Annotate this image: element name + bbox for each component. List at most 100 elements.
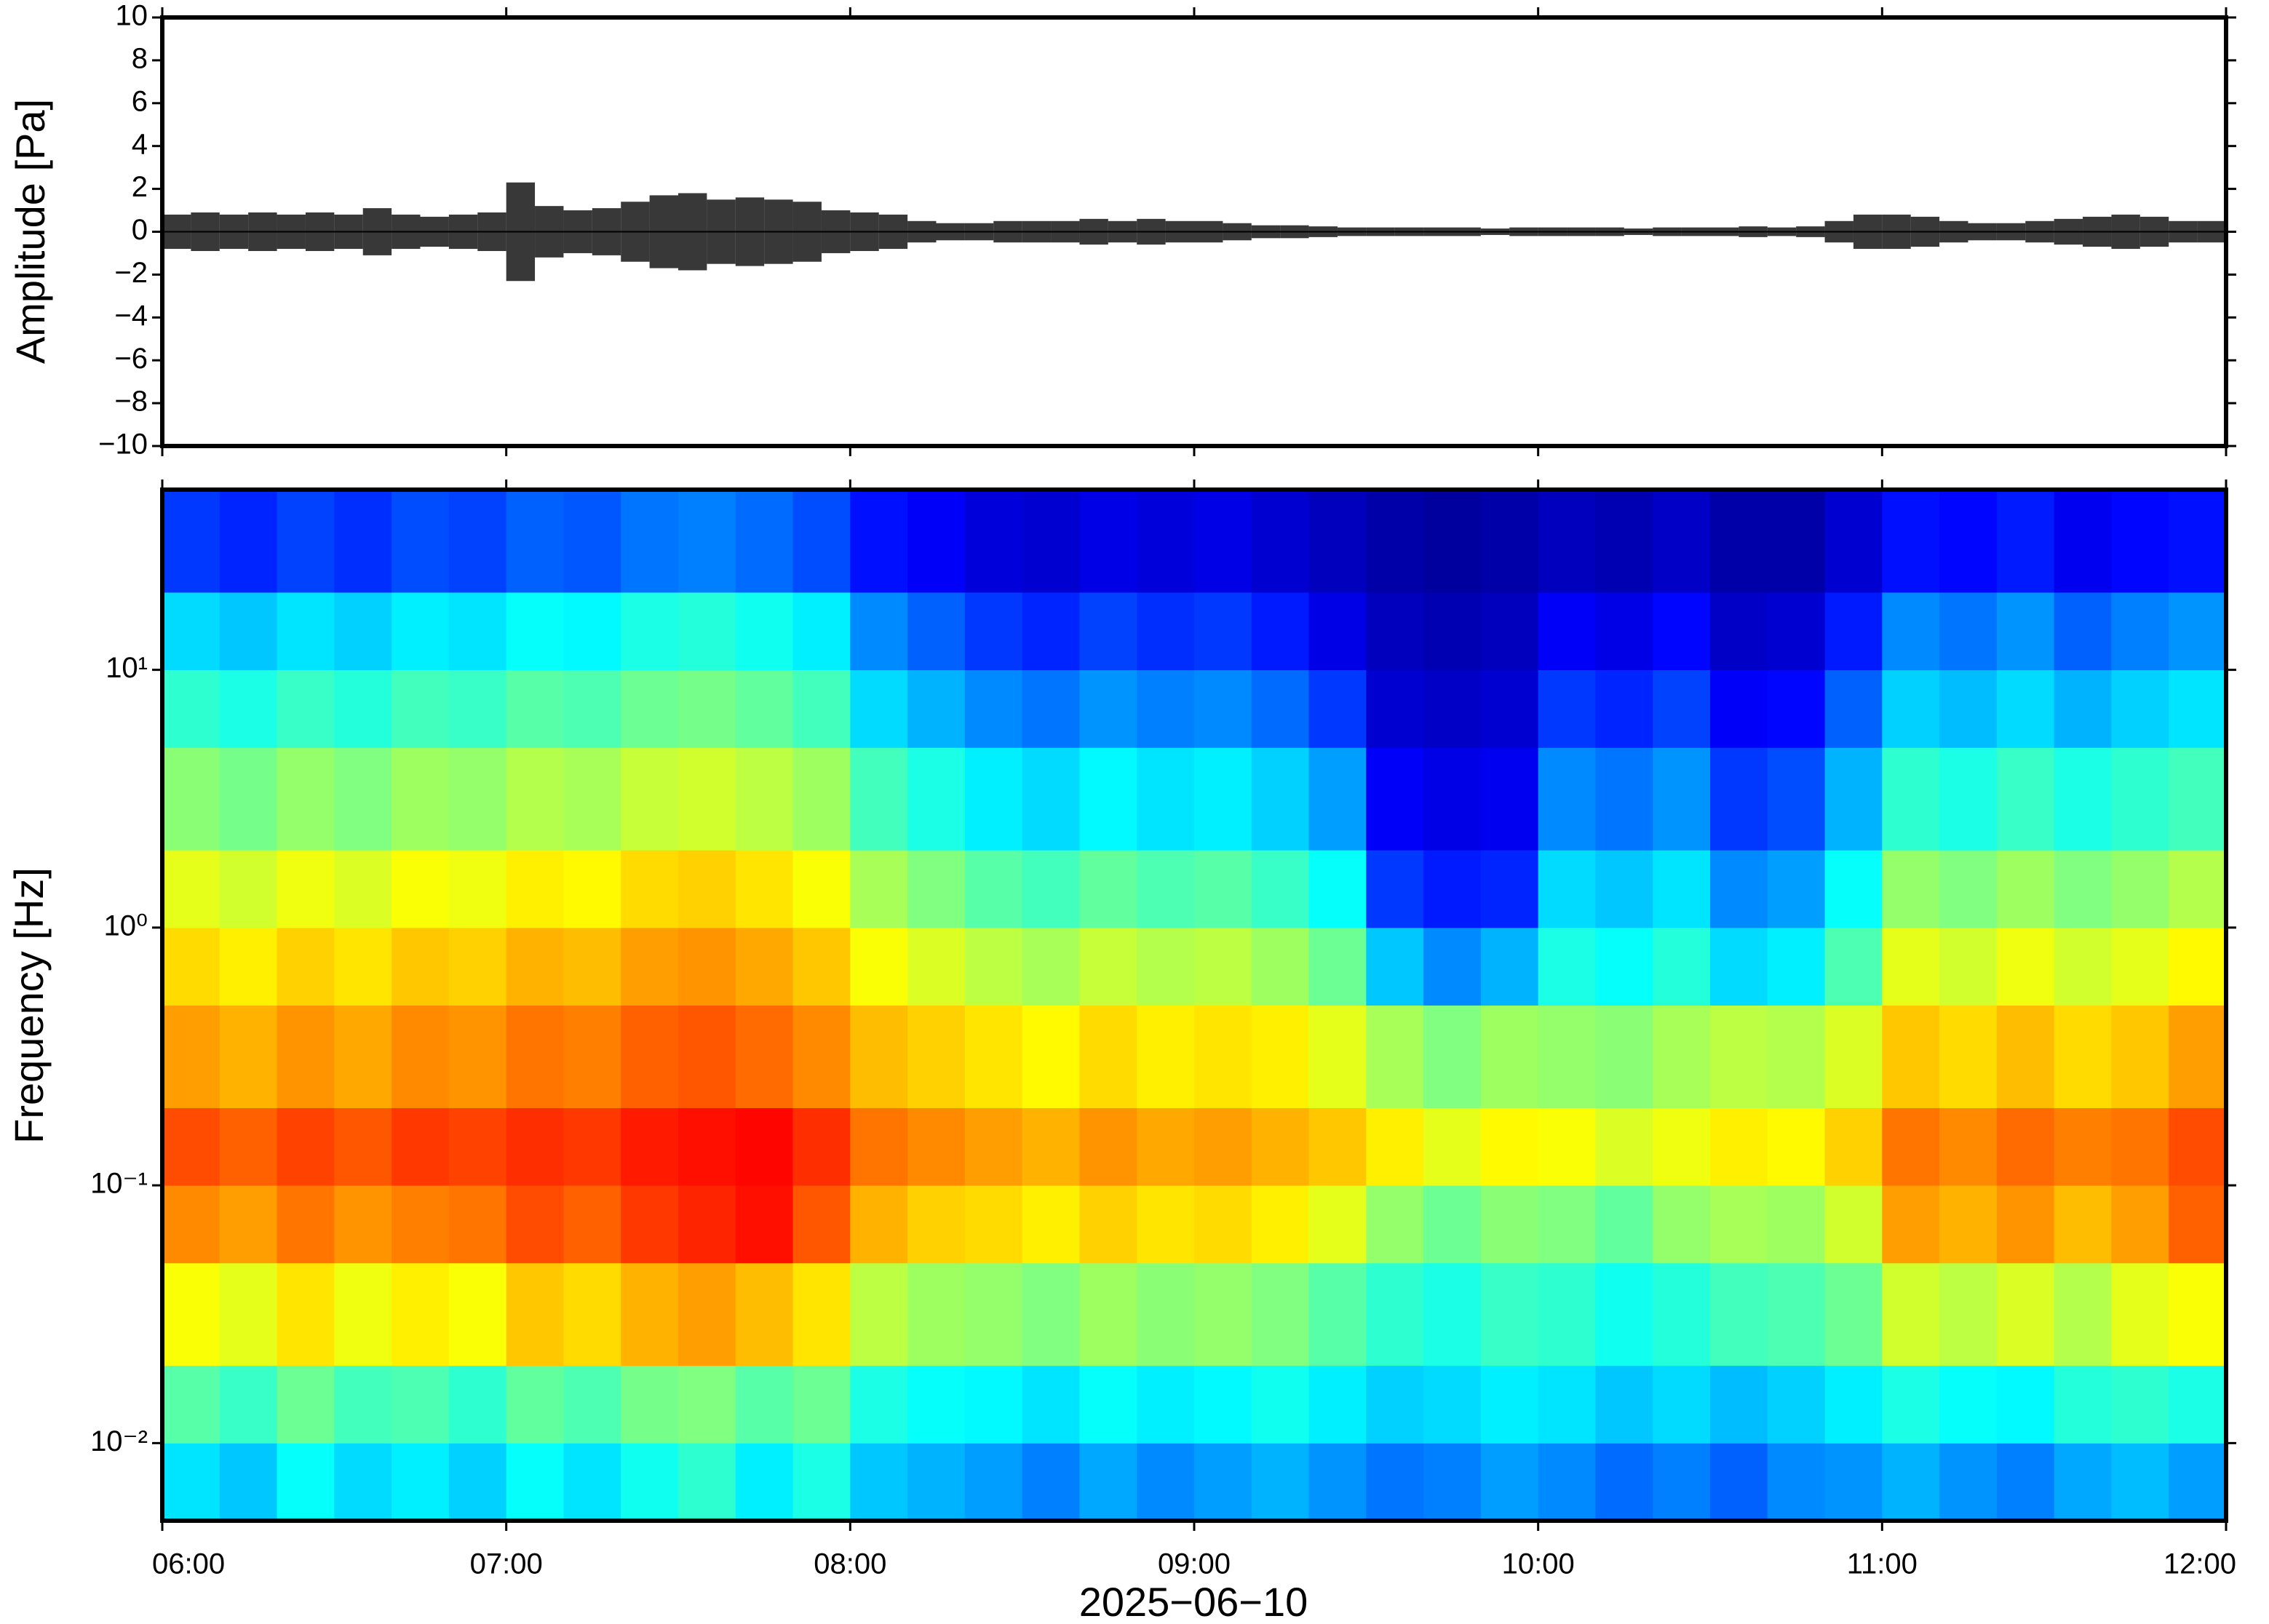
spectrogram-cell — [850, 669, 908, 748]
spectrogram-cell — [1939, 1443, 1998, 1521]
spectrogram-cell — [850, 490, 908, 593]
spectrogram-cell — [1538, 669, 1596, 748]
y-tick-label: −6 — [114, 343, 148, 375]
spectrogram-cell — [162, 927, 220, 1006]
spectrogram-cell — [1251, 1365, 1310, 1444]
spectrogram-cell — [1710, 850, 1768, 928]
spectrogram-cell — [621, 1365, 679, 1444]
spectrogram-cell — [1882, 850, 1940, 928]
amplitude-envelope — [277, 214, 306, 250]
spectrogram-cell — [678, 1262, 736, 1366]
spectrogram-cell — [1137, 1005, 1195, 1108]
spectrogram-cell — [448, 747, 507, 851]
spectrogram-cell — [1366, 669, 1424, 748]
spectrogram-cell — [1824, 850, 1883, 928]
spectrogram-cell — [1366, 1107, 1424, 1186]
spectrogram-cell — [1308, 592, 1367, 671]
spectrogram-cell — [334, 747, 392, 851]
spectrogram-cell — [1194, 1005, 1252, 1108]
amplitude-envelope — [1996, 223, 2026, 241]
spectrogram-cell — [964, 1005, 1023, 1108]
spectrogram-cell — [563, 927, 621, 1006]
amplitude-envelope — [735, 197, 765, 266]
spectrogram-cell — [1137, 927, 1195, 1006]
spectrogram-cell — [1137, 669, 1195, 748]
spectrogram-cell — [2169, 1107, 2227, 1186]
spectrogram-cell — [792, 1107, 851, 1186]
spectrogram-cell — [1653, 1443, 1711, 1521]
spectrogram-cell — [1710, 1107, 1768, 1186]
spectrogram-cell — [964, 669, 1023, 748]
y-tick-label: 10¹ — [106, 652, 148, 684]
spectrogram-cell — [964, 1185, 1023, 1264]
spectrogram-cell — [392, 490, 450, 593]
spectrogram-cell — [1480, 592, 1539, 671]
spectrogram-cell — [506, 1185, 564, 1264]
spectrogram-cell — [506, 1443, 564, 1521]
spectrogram-cell — [334, 1262, 392, 1366]
spectrogram-cell — [1366, 1185, 1424, 1264]
spectrogram-cell — [1251, 1107, 1310, 1186]
spectrogram-cell — [1137, 490, 1195, 593]
amplitude-envelope — [1108, 220, 1137, 243]
spectrogram-cell — [2054, 1443, 2112, 1521]
spectrogram-cell — [1767, 850, 1826, 928]
spectrogram-cell — [678, 1443, 736, 1521]
spectrogram-cell — [448, 1185, 507, 1264]
y-tick-label: 4 — [132, 128, 148, 160]
spectrogram-cell — [1824, 747, 1883, 851]
spectrogram-cell — [1824, 490, 1883, 593]
spectrogram-cell — [1996, 1107, 2055, 1186]
amplitude-envelope — [649, 195, 678, 268]
spectrogram-cell — [1423, 1005, 1482, 1108]
y-tick-label: 10⁰ — [103, 909, 148, 942]
spectrogram-cell — [1996, 747, 2055, 851]
spectrogram-cell — [678, 1365, 736, 1444]
spectrogram-cell — [1423, 1365, 1482, 1444]
spectrogram-cell — [448, 927, 507, 1006]
x-tick-label: 12:00 — [2163, 1548, 2236, 1580]
spectrogram-cell — [1882, 1185, 1940, 1264]
spectrogram-cell — [563, 1005, 621, 1108]
spectrogram-cell — [1939, 669, 1998, 748]
spectrogram-cell — [506, 1107, 564, 1186]
y-tick-label: −10 — [98, 429, 148, 461]
amplitude-envelope — [1480, 228, 1510, 235]
spectrogram-cell — [1996, 669, 2055, 748]
spectrogram-cell — [334, 592, 392, 671]
amplitude-envelope — [1337, 227, 1367, 236]
spectrogram-cell — [1079, 1107, 1137, 1186]
spectrogram-cell — [1308, 1365, 1367, 1444]
spectrogram-cell — [563, 1365, 621, 1444]
spectrogram-cell — [850, 592, 908, 671]
spectrogram-cell — [964, 490, 1023, 593]
spectrogram-cell — [1308, 1005, 1367, 1108]
spectrogram-cell — [792, 669, 851, 748]
spectrogram-cell — [621, 1005, 679, 1108]
spectrogram-cell — [1767, 927, 1826, 1006]
spectrogram-cell — [1480, 1185, 1539, 1264]
spectrogram-cell — [1022, 669, 1080, 748]
spectrogram-cell — [1423, 927, 1482, 1006]
spectrogram-cell — [1194, 747, 1252, 851]
spectrogram-cell — [1939, 1262, 1998, 1366]
spectrogram-cell — [162, 1443, 220, 1521]
spectrogram-cell — [2054, 1262, 2112, 1366]
spectrogram-cell — [621, 1107, 679, 1186]
spectrogram-cell — [792, 1005, 851, 1108]
spectrogram-cell — [1079, 747, 1137, 851]
spectrogram-cell — [506, 850, 564, 928]
spectrogram-cell — [1939, 1107, 1998, 1186]
spectrogram-cell — [1595, 1443, 1653, 1521]
spectrogram-cell — [735, 850, 794, 928]
spectrogram-cell — [1653, 1365, 1711, 1444]
spectrogram-cell — [792, 490, 851, 593]
y-tick-label: 10 — [116, 0, 148, 32]
spectrogram-cell — [964, 592, 1023, 671]
spectrogram-cell — [334, 850, 392, 928]
spectrogram-cell — [334, 490, 392, 593]
spectrogram-cell — [1423, 1107, 1482, 1186]
spectrogram-cell — [1308, 1185, 1367, 1264]
y-tick-label: 0 — [132, 214, 148, 246]
spectrogram-cell — [219, 1185, 278, 1264]
